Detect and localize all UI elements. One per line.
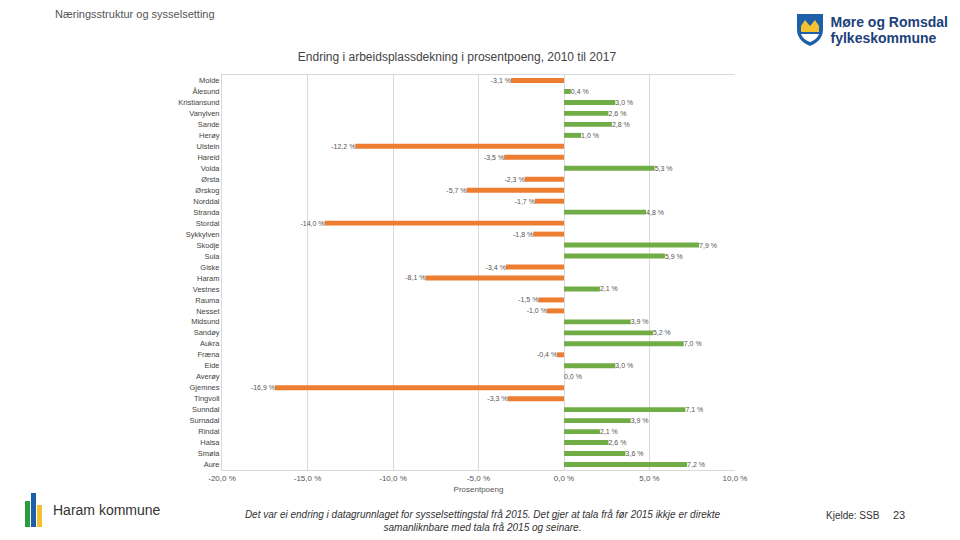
svg-text:Haram: Haram <box>197 274 220 283</box>
svg-text:Stranda: Stranda <box>193 208 220 217</box>
svg-text:Giske: Giske <box>200 263 219 272</box>
svg-text:Smøla: Smøla <box>198 449 220 458</box>
svg-text:Hareid: Hareid <box>197 153 219 162</box>
svg-text:Gjemnes: Gjemnes <box>189 383 219 392</box>
svg-text:-0,4 %: -0,4 % <box>537 351 557 358</box>
svg-text:5,2 %: 5,2 % <box>653 329 671 336</box>
svg-text:-3,5 %: -3,5 % <box>484 154 504 161</box>
svg-text:Sunndal: Sunndal <box>192 405 220 414</box>
svg-text:-1,8 %: -1,8 % <box>513 231 533 238</box>
svg-text:-3,1 %: -3,1 % <box>491 77 511 84</box>
svg-text:Surnadal: Surnadal <box>189 416 219 425</box>
svg-text:2,6 %: 2,6 % <box>608 110 626 117</box>
svg-text:Kristiansund: Kristiansund <box>178 98 219 107</box>
svg-text:Molde: Molde <box>199 76 219 85</box>
svg-text:Halsa: Halsa <box>200 438 220 447</box>
svg-text:Nesset: Nesset <box>196 307 220 316</box>
svg-text:Sykkylven: Sykkylven <box>186 230 220 239</box>
svg-text:-1,5 %: -1,5 % <box>518 296 538 303</box>
svg-text:Herøy: Herøy <box>199 131 220 140</box>
svg-text:2,1 %: 2,1 % <box>600 428 618 435</box>
svg-text:0,4 %: 0,4 % <box>571 88 589 95</box>
svg-text:Tingvoll: Tingvoll <box>194 394 220 403</box>
svg-text:0,0 %: 0,0 % <box>564 373 582 380</box>
svg-text:-8,1 %: -8,1 % <box>405 274 425 281</box>
html-text:fylkeskommune: fylkeskommune <box>830 30 937 46</box>
svg-text:-3,4 %: -3,4 % <box>486 264 506 271</box>
html-text:Møre og Romsdal: Møre og Romsdal <box>830 14 948 30</box>
svg-text:Aukra: Aukra <box>200 339 220 348</box>
svg-text:Volda: Volda <box>201 164 221 173</box>
svg-text:-5,7 %: -5,7 % <box>446 187 466 194</box>
svg-text:Stordal: Stordal <box>196 219 220 228</box>
svg-text:Ørsta: Ørsta <box>201 175 220 184</box>
svg-text:Sandøy: Sandøy <box>194 328 220 337</box>
svg-text:5,0 %: 5,0 % <box>639 474 659 483</box>
svg-text:Rindal: Rindal <box>198 427 220 436</box>
svg-text:Ålesund: Ålesund <box>192 87 219 96</box>
svg-text:Averøy: Averøy <box>196 372 220 381</box>
svg-text:7,9 %: 7,9 % <box>699 242 717 249</box>
svg-text:-1,7 %: -1,7 % <box>515 198 535 205</box>
svg-text:Sula: Sula <box>204 252 220 261</box>
svg-text:2,8 %: 2,8 % <box>612 121 630 128</box>
svg-text:-16,9 %: -16,9 % <box>251 384 275 391</box>
svg-text:1,0 %: 1,0 % <box>581 132 599 139</box>
svg-text:-20,0 %: -20,0 % <box>208 474 236 483</box>
svg-text:-1,0 %: -1,0 % <box>527 307 547 314</box>
html-text:Næringsstruktur og sysselsetti: Næringsstruktur og sysselsetting <box>55 8 215 20</box>
svg-text:2,6 %: 2,6 % <box>608 439 626 446</box>
svg-text:7,1 %: 7,1 % <box>685 406 703 413</box>
svg-text:10,0 %: 10,0 % <box>723 474 748 483</box>
svg-text:5,9 %: 5,9 % <box>665 253 683 260</box>
svg-text:Prosentpoeng: Prosentpoeng <box>454 485 504 494</box>
html-text:Kjelde: SSB: Kjelde: SSB <box>826 510 880 521</box>
svg-text:-5,0 %: -5,0 % <box>467 474 490 483</box>
svg-text:Rauma: Rauma <box>195 296 220 305</box>
svg-text:-10,0 %: -10,0 % <box>379 474 407 483</box>
svg-text:Midsund: Midsund <box>191 317 219 326</box>
svg-text:3,6 %: 3,6 % <box>626 450 644 457</box>
html-text:23: 23 <box>893 509 906 521</box>
svg-text:-14,0 %: -14,0 % <box>300 220 324 227</box>
svg-text:4,8 %: 4,8 % <box>646 209 664 216</box>
svg-text:Ulstein: Ulstein <box>197 142 220 151</box>
svg-text:Fræna: Fræna <box>197 350 220 359</box>
svg-text:-2,3 %: -2,3 % <box>504 176 524 183</box>
svg-text:Eide: Eide <box>204 361 219 370</box>
svg-text:3,9 %: 3,9 % <box>631 417 649 424</box>
svg-text:3,9 %: 3,9 % <box>631 318 649 325</box>
svg-text:5,3 %: 5,3 % <box>655 165 673 172</box>
svg-text:Sande: Sande <box>198 120 220 129</box>
svg-text:Norddal: Norddal <box>193 197 220 206</box>
svg-text:2,1 %: 2,1 % <box>600 285 618 292</box>
svg-text:-15,0 %: -15,0 % <box>294 474 322 483</box>
svg-text:-12,2 %: -12,2 % <box>331 143 355 150</box>
svg-text:Ørskog: Ørskog <box>195 186 219 195</box>
svg-text:Skodje: Skodje <box>197 241 220 250</box>
svg-text:3,0 %: 3,0 % <box>615 362 633 369</box>
svg-text:3,0 %: 3,0 % <box>615 99 633 106</box>
html-text:Haram kommune: Haram kommune <box>53 502 161 518</box>
html-text:Det var ei endring i datagrunn: Det var ei endring i datagrunnlaget for … <box>244 509 721 533</box>
svg-text:7,0 %: 7,0 % <box>684 340 702 347</box>
svg-text:-3,3 %: -3,3 % <box>487 395 507 402</box>
svg-text:Aure: Aure <box>204 460 220 469</box>
svg-text:Vestnes: Vestnes <box>193 285 220 294</box>
svg-text:Endring i arbeidsplassdekning: Endring i arbeidsplassdekning i prosentp… <box>298 50 617 64</box>
svg-text:Vanylven: Vanylven <box>189 109 219 118</box>
svg-text:7,2 %: 7,2 % <box>687 461 705 468</box>
svg-text:0,0 %: 0,0 % <box>554 474 574 483</box>
